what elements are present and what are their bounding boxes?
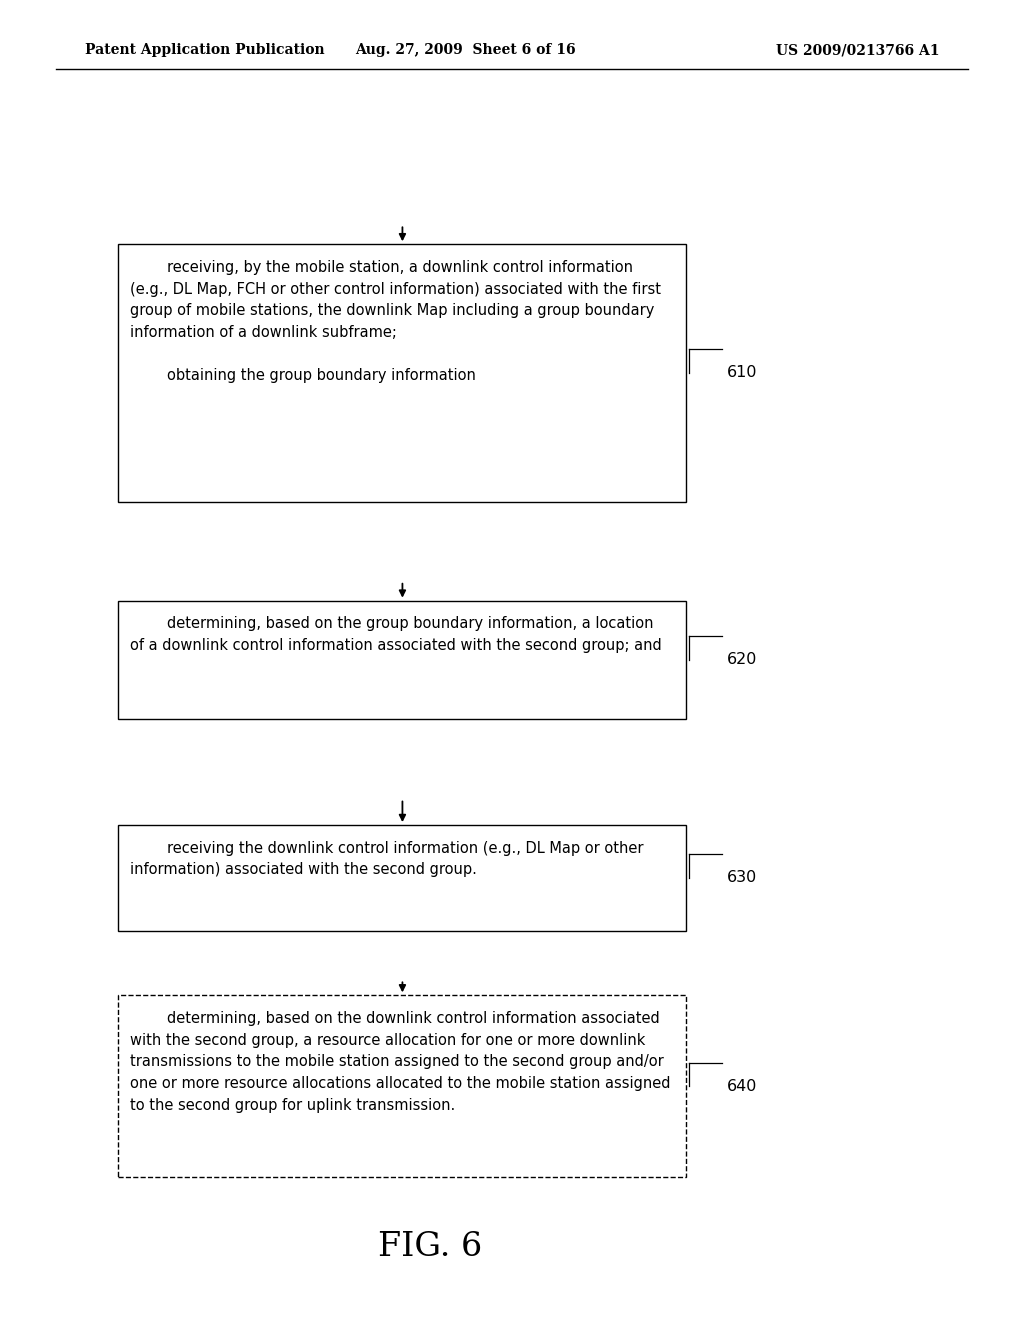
Text: 610: 610 bbox=[727, 366, 758, 380]
Text: 640: 640 bbox=[727, 1078, 758, 1094]
Text: US 2009/0213766 A1: US 2009/0213766 A1 bbox=[775, 44, 939, 57]
Bar bbox=[118, 995, 686, 1177]
Bar bbox=[118, 825, 686, 931]
Text: FIG. 6: FIG. 6 bbox=[378, 1232, 482, 1263]
Text: receiving the downlink control information (e.g., DL Map or other
information) a: receiving the downlink control informati… bbox=[130, 841, 643, 878]
Text: receiving, by the mobile station, a downlink control information
(e.g., DL Map, : receiving, by the mobile station, a down… bbox=[130, 260, 662, 383]
Text: determining, based on the group boundary information, a location
of a downlink c: determining, based on the group boundary… bbox=[130, 616, 662, 653]
Text: 630: 630 bbox=[727, 870, 758, 886]
Bar bbox=[118, 601, 686, 719]
Bar bbox=[118, 244, 686, 502]
Text: determining, based on the downlink control information associated
with the secon: determining, based on the downlink contr… bbox=[130, 1011, 671, 1113]
Text: 620: 620 bbox=[727, 652, 758, 668]
Text: Patent Application Publication: Patent Application Publication bbox=[85, 44, 325, 57]
Text: Aug. 27, 2009  Sheet 6 of 16: Aug. 27, 2009 Sheet 6 of 16 bbox=[355, 44, 577, 57]
